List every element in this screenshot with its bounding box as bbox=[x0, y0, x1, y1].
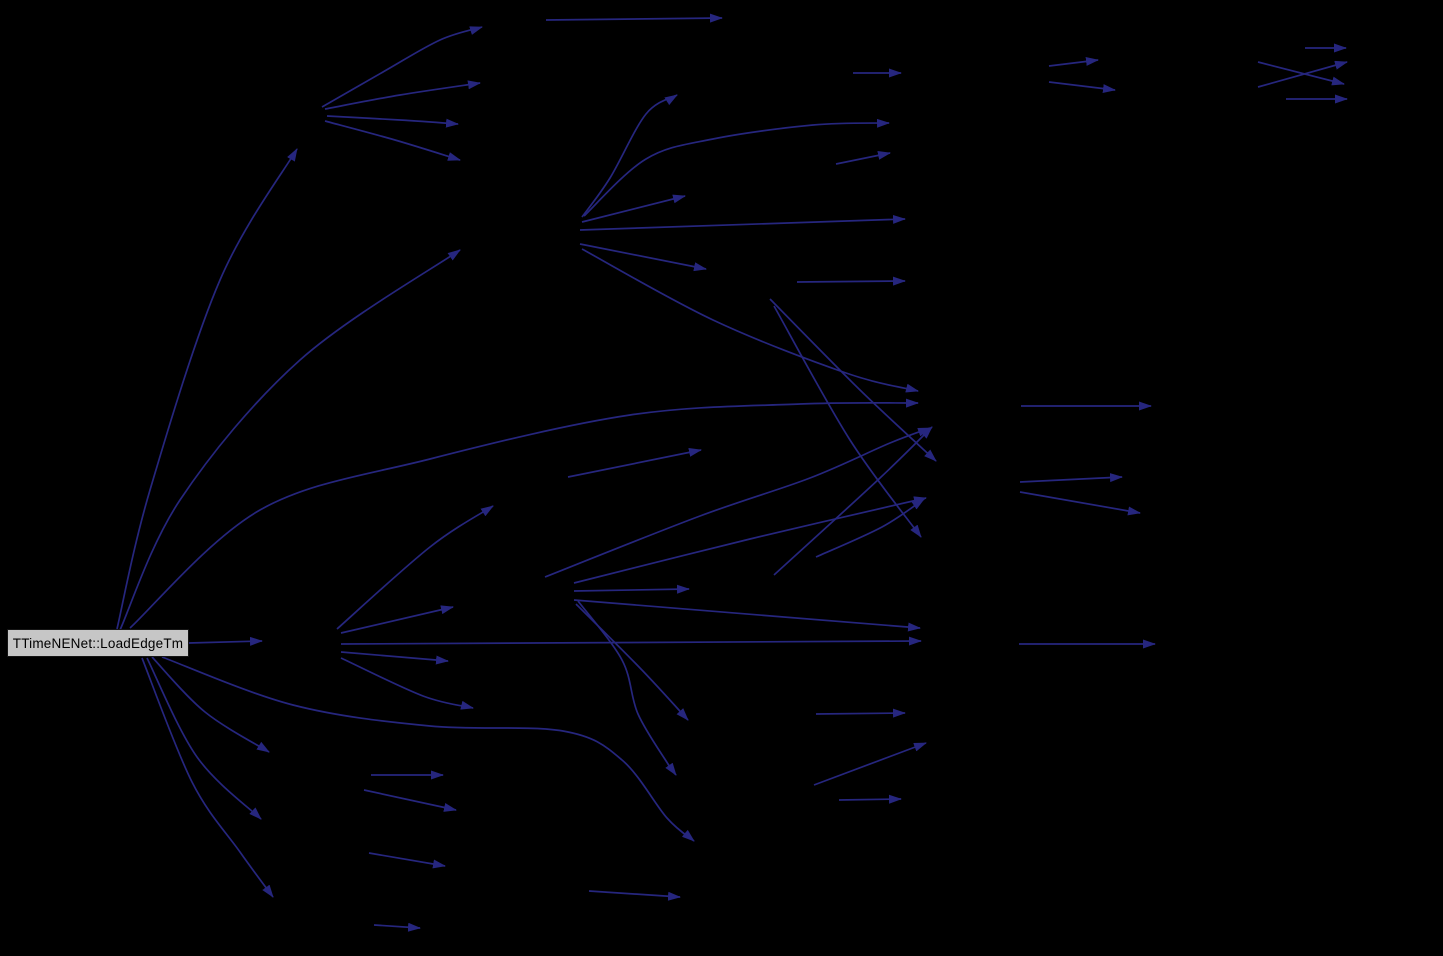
edge-y-rise-shallow bbox=[573, 496, 927, 584]
edge-y-s-curve bbox=[577, 600, 677, 776]
edge-w-flat-1 bbox=[815, 708, 906, 718]
edge-a-fan-4 bbox=[324, 120, 461, 161]
edge-x-down-right bbox=[340, 657, 474, 710]
edge-v-horizontal bbox=[796, 276, 906, 286]
edge-a-fan-3 bbox=[326, 115, 459, 128]
edge-root-sweep-mid-right bbox=[129, 398, 919, 629]
edge-top-chain bbox=[545, 13, 723, 23]
edge-x-long-flat bbox=[340, 636, 922, 646]
edge-d-top-rise bbox=[835, 150, 891, 165]
edge-u-top-2 bbox=[1048, 81, 1116, 94]
edge-x-up-right bbox=[336, 505, 494, 630]
edge-root-to-hubX bbox=[188, 636, 263, 646]
edge-bl-child-4 bbox=[373, 922, 421, 932]
edge-root-to-nodeA bbox=[116, 148, 298, 630]
edge-w-flat-2 bbox=[838, 794, 902, 804]
edge-t-col5-3 bbox=[1257, 60, 1348, 88]
edge-v-diag-down bbox=[769, 298, 937, 462]
edge-a-fan-2 bbox=[324, 80, 481, 110]
edge-c-short-fall bbox=[579, 243, 707, 272]
edge-root-to-bl1 bbox=[151, 656, 270, 753]
edge-layer bbox=[116, 13, 1348, 932]
edge-root-to-bl2 bbox=[146, 657, 262, 820]
edge-root-to-nodeC bbox=[119, 249, 461, 631]
edge-v-diag-steep bbox=[773, 305, 922, 538]
edge-u-col4-3 bbox=[1019, 491, 1141, 516]
edge-diag-steep-rise bbox=[773, 426, 933, 576]
edge-bl-child-2 bbox=[363, 789, 457, 812]
edge-w-rise bbox=[813, 742, 927, 786]
edge-c-long-rise bbox=[583, 118, 890, 217]
edge-u-col4-2 bbox=[1019, 473, 1123, 483]
edge-y-long-slight-fall bbox=[573, 599, 921, 632]
edge-y-long-rise bbox=[544, 427, 931, 578]
edge-x-short-rise bbox=[340, 605, 454, 634]
edge-root-to-bl3 bbox=[141, 657, 274, 898]
edge-bl-child-3 bbox=[368, 852, 446, 869]
edge-c-long-flat bbox=[579, 214, 906, 231]
edge-y-short-flat bbox=[573, 584, 690, 594]
edge-a-fan-1 bbox=[321, 26, 483, 108]
edge-root-long-s-bottom bbox=[161, 656, 695, 842]
edge-z-curve-rise bbox=[815, 498, 925, 558]
edge-x-short-flat bbox=[340, 651, 449, 665]
edge-mid-short-rise bbox=[567, 447, 702, 478]
edge-c-hook-up bbox=[581, 94, 678, 218]
node-ttimenenet-loadedgetm[interactable]: TTimeNENet::LoadEdgeTm bbox=[7, 629, 189, 657]
edge-t-col5-2 bbox=[1257, 61, 1345, 86]
edge-y-fall-curve bbox=[575, 603, 689, 721]
edge-c-short-rise bbox=[581, 194, 686, 223]
edge-c-long-fall bbox=[581, 248, 919, 393]
edge-bm-child bbox=[588, 890, 681, 901]
edge-u-top-1 bbox=[1048, 56, 1099, 67]
